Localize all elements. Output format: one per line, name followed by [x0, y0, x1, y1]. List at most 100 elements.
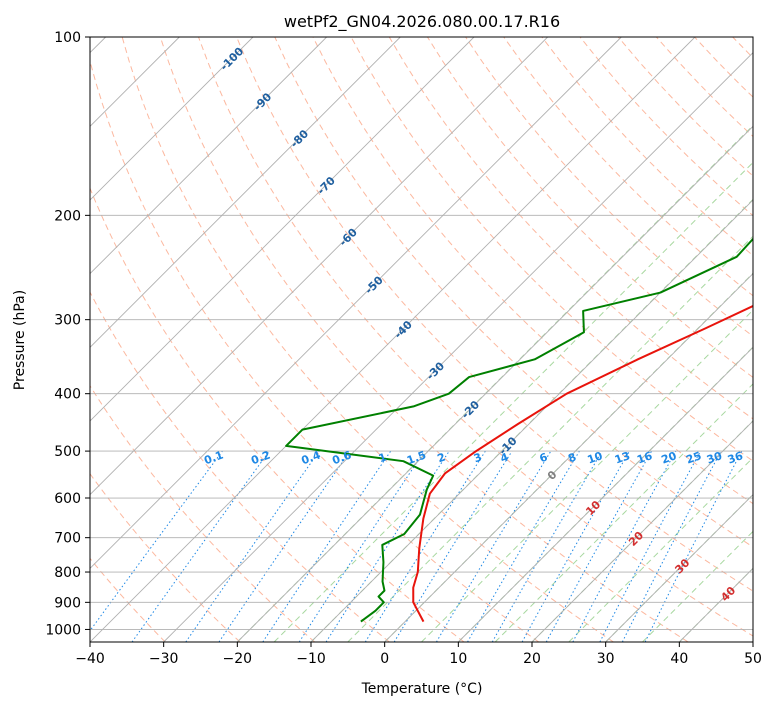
mixing-ratio-label: 30 — [705, 449, 724, 467]
mixing-ratio-label: 0.1 — [202, 448, 225, 467]
y-tick-label: 500 — [54, 444, 81, 460]
y-axis-title: Pressure (hPa) — [12, 290, 28, 390]
y-tick-label: 700 — [54, 531, 81, 547]
mixing-ratio-label: 0.4 — [300, 448, 323, 467]
y-tick-label: 300 — [54, 313, 81, 329]
mixing-ratio-line — [218, 450, 351, 642]
isotherm-label: -100 — [218, 44, 247, 73]
mixing-ratio-line — [572, 450, 677, 642]
y-tick-label: 200 — [54, 208, 81, 224]
y-tick-label: 600 — [54, 491, 81, 507]
moist-adiabat-line — [642, 530, 753, 642]
x-tick-label: 40 — [670, 651, 688, 667]
mixing-ratio-line — [131, 450, 270, 642]
plot-series — [285, 237, 753, 623]
x-axis: −40 −30 −20 −10 0 10 20 30 40 50 — [75, 642, 762, 667]
mixing-ratio-line — [90, 450, 223, 632]
mixing-ratio-label: 36 — [726, 449, 745, 467]
dry-adiabat-line — [90, 384, 316, 642]
mixing-ratio-line — [185, 450, 320, 642]
dry-adiabat-line — [312, 37, 753, 505]
mixing-ratio-label: 0.2 — [249, 448, 272, 467]
dry-adiabat-line — [694, 37, 753, 98]
dry-adiabat-line — [159, 37, 689, 642]
isotherm-line — [384, 273, 753, 642]
isotherm-line — [752, 641, 753, 642]
mixing-ratio-label: 6 — [538, 450, 550, 465]
moist-adiabat-line — [236, 124, 753, 642]
mixing-ratio-line — [298, 450, 425, 642]
y-tick-label: 900 — [54, 595, 81, 611]
isotherm-line — [458, 346, 753, 642]
dry-adiabat-line — [90, 472, 241, 642]
x-tick-label: 10 — [449, 651, 467, 667]
dry-adiabat-line — [655, 37, 753, 138]
plot-line-labels: 0.1 0.2 0.4 0.6 1 1.5 2 3 4 6 8 10 13 16 20 25 30 36-100-… — [202, 44, 745, 604]
mixing-ratio-label: 13 — [613, 449, 632, 466]
dry-adiabat-line — [236, 37, 753, 592]
isotherm-label: -50 — [362, 273, 385, 296]
isotherm-label: -90 — [251, 90, 274, 113]
moist-adiabat-line — [347, 235, 753, 642]
isotherm-line — [163, 52, 753, 642]
mixing-ratio-line — [644, 450, 743, 642]
mixing-ratio-label: 2 — [436, 450, 448, 465]
dry-adiabat-line — [388, 37, 753, 420]
plot-frame — [89, 36, 754, 643]
mixing-ratio-label: 4 — [499, 450, 511, 465]
isotherm-label: -20 — [459, 398, 482, 421]
mixing-ratio-label: 1 — [377, 450, 389, 465]
dry-adiabat-line — [541, 37, 753, 257]
isotherm-line — [90, 37, 622, 569]
x-tick-label: −10 — [296, 651, 326, 667]
dewpoint-profile-line — [285, 237, 753, 623]
mixing-ratio-line — [262, 450, 392, 642]
x-axis-title: Temperature (°C) — [361, 681, 483, 697]
dry-adiabat-line — [90, 291, 390, 642]
x-tick-label: 50 — [744, 651, 762, 667]
isotherm-line — [90, 37, 696, 642]
mixing-ratio-line — [393, 450, 513, 642]
dry-adiabat-line — [90, 186, 465, 642]
mixing-ratio-label: 0.6 — [330, 448, 353, 467]
isotherm-line — [310, 199, 753, 642]
y-axis: 100 200 300 400 500 600 700 800 900 1000 — [45, 30, 90, 638]
dry-adiabat-line — [90, 59, 540, 642]
plot-background — [90, 37, 753, 642]
chart-title: wetPf2_GN04.2026.080.00.17.R16 — [284, 12, 560, 32]
isotherm-line — [605, 494, 753, 642]
dry-adiabat-line — [732, 37, 753, 59]
mixing-ratio-line — [521, 450, 630, 642]
x-tick-label: 30 — [597, 651, 615, 667]
x-tick-label: −20 — [223, 651, 253, 667]
moist-adiabat-line — [273, 161, 753, 642]
moist-adiabat-line — [310, 198, 753, 642]
dry-adiabat-line — [274, 37, 753, 548]
x-tick-label: 20 — [523, 651, 541, 667]
y-tick-label: 400 — [54, 387, 81, 403]
isotherm-label: 20 — [626, 529, 646, 549]
dry-adiabat-line — [121, 37, 614, 642]
isotherm-line — [90, 37, 327, 275]
isotherm-label: -40 — [392, 318, 415, 341]
mixing-ratio-line — [599, 450, 701, 642]
isotherm-label: -70 — [315, 174, 338, 197]
isotherm-label: 30 — [672, 556, 692, 576]
dry-adiabat-line — [350, 37, 753, 462]
moist-adiabat-line — [494, 383, 753, 642]
x-tick-label: 0 — [380, 651, 389, 667]
temperature-profile-line — [412, 304, 753, 623]
x-tick-label: −40 — [75, 651, 105, 667]
mixing-ratio-line — [545, 450, 653, 642]
mixing-ratio-label: 1.5 — [405, 448, 428, 467]
moist-adiabat-line — [421, 309, 753, 642]
isotherm-line — [90, 37, 401, 348]
mixing-ratio-label: 20 — [660, 449, 679, 467]
isotherm-line — [90, 37, 475, 422]
moist-adiabat-line — [568, 456, 753, 642]
isotherm-label: -30 — [424, 359, 447, 382]
isotherm-line — [90, 37, 254, 201]
dry-adiabat-line — [426, 37, 753, 378]
mixing-ratio-line — [435, 450, 552, 642]
